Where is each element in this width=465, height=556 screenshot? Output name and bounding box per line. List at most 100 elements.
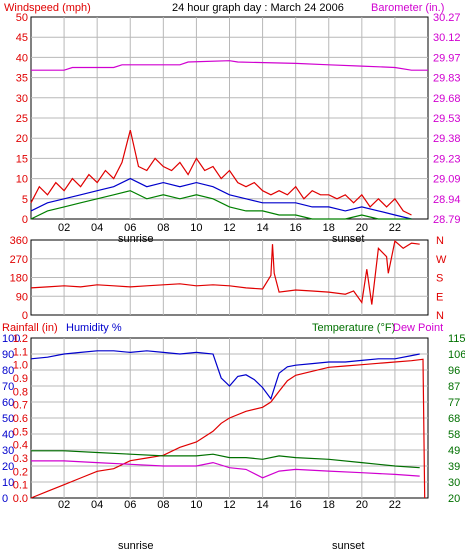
humidity-tick: 50: [2, 413, 14, 425]
rain-tick: 0.6: [13, 413, 28, 425]
x-tick-label: 12: [223, 499, 235, 511]
rain-tick: 1.0: [13, 360, 28, 372]
x-tick-label: 04: [91, 499, 103, 511]
rain-tick: 0.9: [13, 373, 28, 385]
compass-tick: N: [436, 235, 444, 247]
x-tick-label: 08: [157, 499, 169, 511]
baro-tick: 29.23: [433, 153, 461, 165]
temp-tick: 68: [448, 413, 460, 425]
temperature-axis-label: Temperature (°F): [312, 322, 395, 334]
x-tick-label: 14: [256, 222, 268, 234]
humidity-tick: 80: [2, 365, 14, 377]
baro-tick: 28.94: [433, 194, 461, 206]
wind-axis-label: Windspeed (mph): [4, 2, 91, 14]
x-tick-label: 12: [223, 222, 235, 234]
wind-tick: 5: [22, 194, 28, 206]
rain-tick: 0.2: [13, 466, 28, 478]
x-tick-label: 18: [323, 222, 335, 234]
x-tick-label: 04: [91, 222, 103, 234]
x-tick-label: 20: [356, 499, 368, 511]
humidity-axis-label: Humidity %: [66, 322, 122, 334]
grid: [31, 17, 428, 498]
baro-tick: 30.27: [433, 12, 461, 24]
baro-tick: 29.68: [433, 93, 461, 105]
wind-tick: 15: [16, 153, 28, 165]
baro-tick: 28.79: [433, 214, 461, 226]
humidity-tick: 70: [2, 381, 14, 393]
baro-tick: 29.53: [433, 113, 461, 125]
direction-tick: 360: [10, 235, 28, 247]
temp-tick: 115: [448, 333, 465, 345]
series-wind-direction: [30, 239, 420, 305]
x-tick-label: 16: [290, 499, 302, 511]
temp-tick: 30: [448, 477, 460, 489]
temp-tick: 58: [448, 429, 460, 441]
humidity-tick: 90: [2, 349, 14, 361]
dewpoint-axis-label: Dew Point: [393, 322, 443, 334]
x-tick-label: 10: [190, 222, 202, 234]
humidity-tick: 0: [2, 493, 8, 505]
x-tick-label: 16: [290, 222, 302, 234]
temp-tick: 39: [448, 461, 460, 473]
rain-tick: 0.7: [13, 400, 28, 412]
humidity-tick: 40: [2, 429, 14, 441]
humidity-tick: 30: [2, 445, 14, 457]
series: [30, 60, 428, 499]
x-tick-label: 14: [256, 499, 268, 511]
wind-tick: 40: [16, 52, 28, 64]
x-tick-label: 06: [124, 499, 136, 511]
ticks: 5045403530252015105030.2730.1229.9729.83…: [2, 12, 465, 511]
x-tick-label: 10: [190, 499, 202, 511]
wind-tick: 0: [22, 214, 28, 226]
rain-tick: 0.4: [13, 440, 28, 452]
barometer-axis-label: Barometer (in.): [371, 2, 444, 14]
direction-tick: 90: [16, 291, 28, 303]
rain-tick: 0.8: [13, 386, 28, 398]
rain-tick: 0.0: [13, 493, 28, 505]
rain-tick: 0.5: [13, 426, 28, 438]
rain-tick: 1.1: [13, 346, 28, 358]
series-temp: [31, 460, 420, 479]
chart-title: 24 hour graph day : March 24 2006: [172, 2, 344, 14]
wind-tick: 45: [16, 32, 28, 44]
series-undefined: [31, 60, 428, 71]
baro-tick: 29.09: [433, 174, 461, 186]
wind-tick: 50: [16, 12, 28, 24]
x-tick-label: 22: [389, 222, 401, 234]
x-tick-label: 20: [356, 222, 368, 234]
humidity-tick: 100: [2, 333, 20, 345]
direction-tick: 0: [22, 310, 28, 322]
temp-tick: 49: [448, 445, 460, 457]
series-rain: [30, 358, 426, 499]
series-humidity: [30, 350, 420, 401]
rain-tick: 0.1: [13, 480, 28, 492]
sunrise-label-1: sunrise: [118, 233, 153, 245]
series-temp: [31, 450, 420, 469]
compass-tick: S: [436, 273, 443, 285]
compass-tick: W: [436, 254, 447, 266]
wind-tick: 10: [16, 174, 28, 186]
temp-tick: 87: [448, 381, 460, 393]
x-tick-label: 06: [124, 222, 136, 234]
temp-tick: 106: [448, 349, 465, 361]
x-tick-label: 02: [58, 499, 70, 511]
series-average: [30, 177, 412, 220]
baro-tick: 29.83: [433, 73, 461, 85]
humidity-tick: 20: [2, 461, 14, 473]
sunset-label-2: sunset: [332, 540, 364, 552]
wind-tick: 25: [16, 113, 28, 125]
series-gust: [30, 129, 412, 216]
temp-tick: 20: [448, 493, 460, 505]
wind-tick: 30: [16, 93, 28, 105]
sunrise-label-2: sunrise: [118, 540, 153, 552]
x-tick-label: 08: [157, 222, 169, 234]
rain-tick: 1.2: [13, 333, 28, 345]
baro-tick: 30.12: [433, 32, 461, 44]
rain-tick: 0.3: [13, 453, 28, 465]
sunset-label-1: sunset: [332, 233, 364, 245]
direction-tick: 270: [10, 254, 28, 266]
baro-tick: 29.38: [433, 133, 461, 145]
rainfall-axis-label: Rainfall (in): [2, 322, 58, 334]
compass-tick: N: [436, 310, 444, 322]
